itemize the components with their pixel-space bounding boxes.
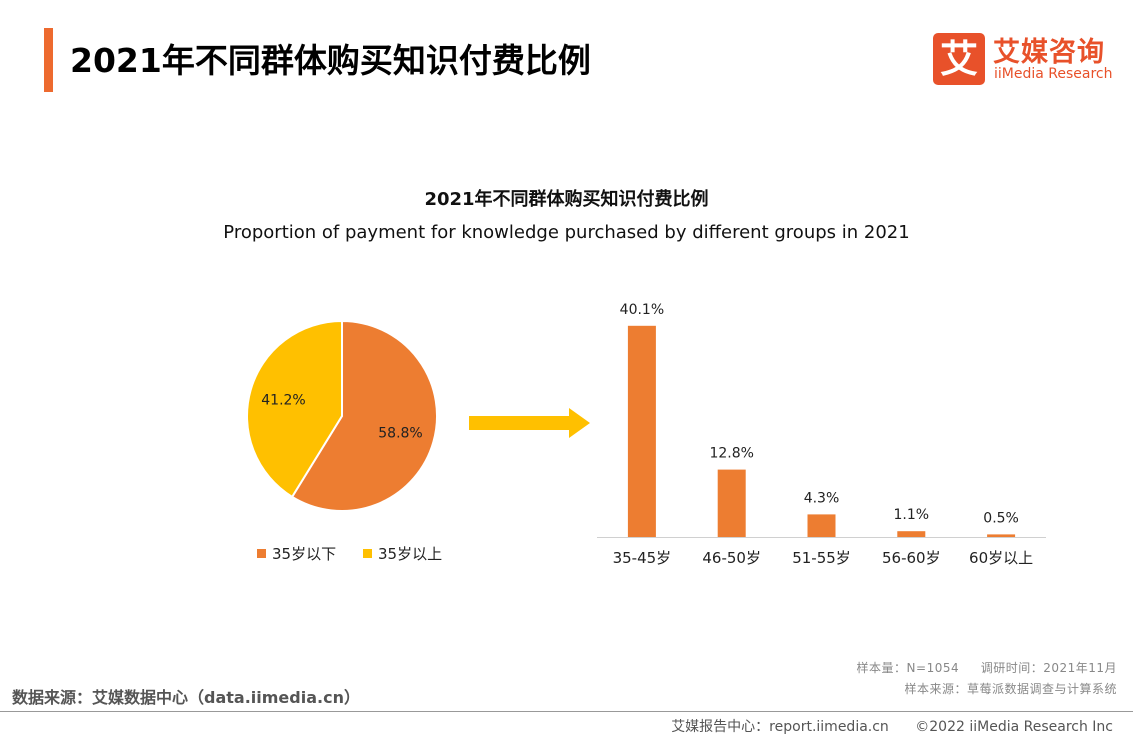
data-source: 数据来源：艾媒数据中心（data.iimedia.cn） [12, 688, 360, 707]
footer-divider [0, 711, 1133, 712]
brand-logo: 艾 艾媒咨询 iiMedia Research [933, 30, 1123, 86]
survey-time: 调研时间：2021年11月 [980, 661, 1117, 675]
logo-mark-text: 艾 [939, 37, 978, 81]
bar-category-label-4: 56-60岁 [882, 549, 941, 567]
bar-1 [627, 325, 656, 537]
bar-category-label-1: 35-45岁 [613, 549, 672, 567]
bar-category-label-5: 60岁以上 [969, 549, 1033, 567]
legend-swatch-1 [257, 549, 266, 558]
bar-3 [807, 514, 836, 537]
footer-copyright: ©2022 iiMedia Research Inc [915, 719, 1113, 735]
bar-value-label-1: 40.1% [620, 302, 664, 318]
logo-text-en: iiMedia Research [994, 66, 1113, 82]
chart-title: 2021年不同群体购买知识付费比例 [424, 189, 709, 210]
pie-slice-label-2: 41.2% [261, 392, 305, 408]
sample-size: 样本量：N=1054 [856, 661, 960, 675]
page-title: 2021年不同群体购买知识付费比例 [70, 41, 591, 80]
bar-value-label-3: 4.3% [804, 490, 840, 506]
bar-value-label-4: 1.1% [894, 507, 930, 523]
pie-slice-label-1: 58.8% [378, 426, 422, 442]
pie-slice-2 [246, 319, 343, 499]
logo-mark-icon: 艾 [933, 33, 985, 85]
bar-value-label-5: 0.5% [983, 510, 1019, 526]
legend-swatch-2 [363, 549, 372, 558]
logo-text-cn: 艾媒咨询 [993, 37, 1105, 68]
title-accent-bar [44, 28, 53, 92]
bar-value-label-2: 12.8% [709, 446, 753, 462]
bar-2 [717, 469, 746, 537]
legend-label-1: 35岁以下 [272, 545, 336, 563]
footer: 艾媒报告中心：report.iimedia.cn ©2022 iiMedia R… [649, 716, 1113, 736]
bar-4 [897, 531, 926, 537]
sample-meta-line: 样本量：N=1054 调研时间：2021年11月 [857, 659, 1117, 676]
arrow-icon [469, 408, 590, 438]
bar-category-label-2: 46-50岁 [702, 549, 761, 567]
footer-report-center: 艾媒报告中心：report.iimedia.cn [671, 719, 889, 735]
sample-source: 样本来源：草莓派数据调查与计算系统 [904, 682, 1117, 696]
legend-label-2: 35岁以上 [378, 545, 442, 563]
bar-category-label-3: 51-55岁 [792, 549, 851, 567]
bar-5 [987, 534, 1016, 537]
pie-slice-1 [290, 319, 438, 512]
chart-subtitle: Proportion of payment for knowledge purc… [223, 222, 910, 243]
